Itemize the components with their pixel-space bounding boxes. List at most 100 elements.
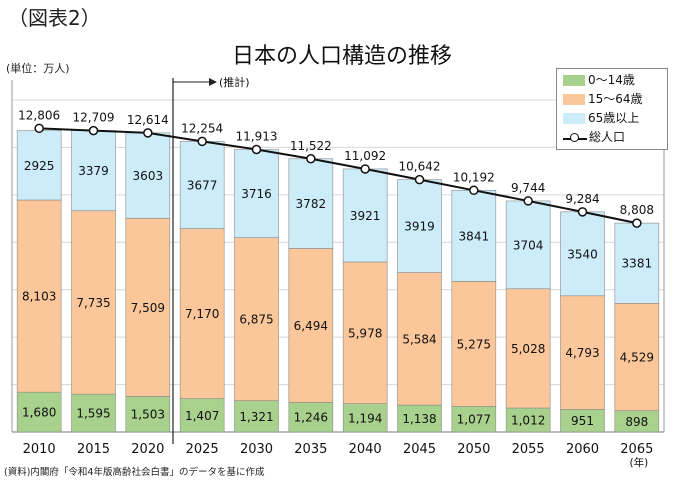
legend-item-15-64: 15～64歳 — [563, 90, 643, 108]
bar-segment — [234, 149, 279, 238]
chart-title: 日本の人口構造の推移 — [231, 44, 452, 69]
segment-label: 3782 — [296, 197, 327, 211]
bar-segment — [71, 130, 116, 212]
total-label: 10,642 — [399, 160, 441, 174]
segment-label: 1,407 — [185, 409, 219, 423]
bar-segment — [560, 211, 605, 297]
x-tick-label: 2020 — [131, 442, 164, 457]
segment-label: 3677 — [187, 179, 218, 193]
total-label: 12,709 — [73, 111, 115, 125]
bar-segment — [614, 303, 660, 412]
bar-segment — [342, 261, 388, 404]
legend-label-total: 総人口 — [589, 130, 626, 144]
segment-label: 3704 — [513, 238, 544, 252]
segment-label: 4,793 — [565, 346, 599, 360]
bar-segment — [125, 396, 171, 433]
segment-label: 7,735 — [76, 296, 110, 310]
segment-label: 898 — [625, 415, 648, 429]
bar-segment — [179, 141, 225, 229]
bar-segment — [288, 158, 334, 249]
segment-label: 3921 — [350, 209, 381, 223]
segment-label: 1,680 — [22, 406, 56, 420]
segment-label: 8,103 — [22, 290, 56, 304]
total-label: 9,744 — [511, 181, 545, 195]
x-tick-label: 2025 — [186, 442, 219, 457]
bar-segment — [451, 281, 497, 407]
x-tick-label: 2040 — [349, 442, 382, 457]
total-label: 11,913 — [236, 129, 278, 143]
segment-label: 3540 — [567, 247, 598, 261]
segment-labels: 1,680 8,103 2925 1,595 7,735 3379 1,503 7,509 36… — [22, 159, 654, 429]
total-point — [251, 144, 262, 155]
total-line: 12,806 12,709 12,614 12,254 11,913 11,522 11,0… — [18, 108, 654, 228]
legend-swatch-0-14 — [563, 75, 585, 86]
bar-segment — [16, 199, 62, 393]
bar-segment — [342, 403, 388, 433]
x-axis-unit: (年) — [629, 456, 648, 469]
segment-label: 3841 — [459, 229, 490, 243]
segment-label: 5,275 — [457, 337, 491, 351]
bar-segment — [234, 400, 279, 433]
segment-label: 6,494 — [294, 319, 328, 333]
legend-item-65plus: 65歳以上 — [563, 109, 639, 127]
bar-segment — [234, 237, 279, 401]
legend-label-15-64: 15～64歳 — [588, 92, 643, 106]
legend-line-marker — [563, 132, 587, 144]
total-point — [143, 128, 153, 138]
segment-label: 4,529 — [620, 351, 654, 365]
total-label: 12,806 — [18, 108, 60, 122]
bar-segment — [560, 295, 605, 410]
bar-segment — [16, 130, 62, 201]
bar-segment — [16, 391, 62, 433]
x-tick-label: 2055 — [512, 442, 545, 457]
segment-label: 1,321 — [239, 410, 273, 424]
segment-label: 7,170 — [185, 307, 219, 321]
segment-label: 6,875 — [239, 313, 273, 327]
bar-segment — [125, 217, 171, 397]
bar-stacks — [16, 130, 660, 433]
x-tick-label: 2060 — [566, 442, 599, 457]
total-label: 11,522 — [290, 139, 332, 153]
segment-label: 1,077 — [457, 413, 491, 427]
x-tick-label: 2035 — [294, 442, 327, 457]
total-point — [34, 123, 44, 134]
segment-label: 951 — [571, 414, 594, 428]
total-point — [197, 136, 207, 147]
total-population-line — [39, 127, 638, 225]
segment-label: 1,246 — [294, 411, 328, 425]
total-point — [88, 125, 99, 136]
total-point — [360, 164, 370, 174]
bar-segment — [179, 228, 225, 399]
legend-item-total: 総人口 — [563, 128, 625, 146]
total-point — [523, 196, 533, 206]
unit-label: (単位：万人) — [6, 62, 70, 75]
bar-segment — [505, 200, 551, 290]
x-tick-label: 2010 — [23, 442, 56, 457]
total-point — [306, 154, 316, 164]
segment-label: 2925 — [24, 159, 55, 173]
bar-segment — [288, 248, 334, 403]
bar-segment — [397, 179, 442, 273]
total-label: 11,092 — [344, 149, 386, 163]
segment-label: 3919 — [404, 220, 435, 234]
legend-swatch-65plus — [563, 113, 585, 124]
segment-label: 1,503 — [131, 408, 165, 422]
segment-label: 5,028 — [511, 342, 545, 356]
total-label: 12,254 — [181, 121, 223, 135]
legend-label-0-14: 0～14歳 — [588, 73, 635, 87]
bar-segment — [397, 272, 442, 406]
total-label: 10,192 — [453, 170, 495, 184]
x-tick-label: 2015 — [77, 442, 110, 457]
total-point — [469, 185, 479, 196]
bar-segment — [288, 402, 334, 433]
segment-label: 1,138 — [402, 412, 436, 426]
bar-segment — [179, 398, 225, 433]
segment-label: 3716 — [241, 187, 272, 201]
source-note: (資料)内閣府「令和4年版高齢社会白書」のデータを基に作成 — [4, 467, 265, 478]
segment-label: 3603 — [133, 169, 164, 183]
segment-label: 1,194 — [348, 411, 382, 425]
total-point — [414, 174, 425, 185]
segment-label: 1,595 — [76, 407, 110, 421]
total-label: 9,284 — [565, 192, 599, 206]
legend-swatch-15-64 — [563, 94, 585, 105]
